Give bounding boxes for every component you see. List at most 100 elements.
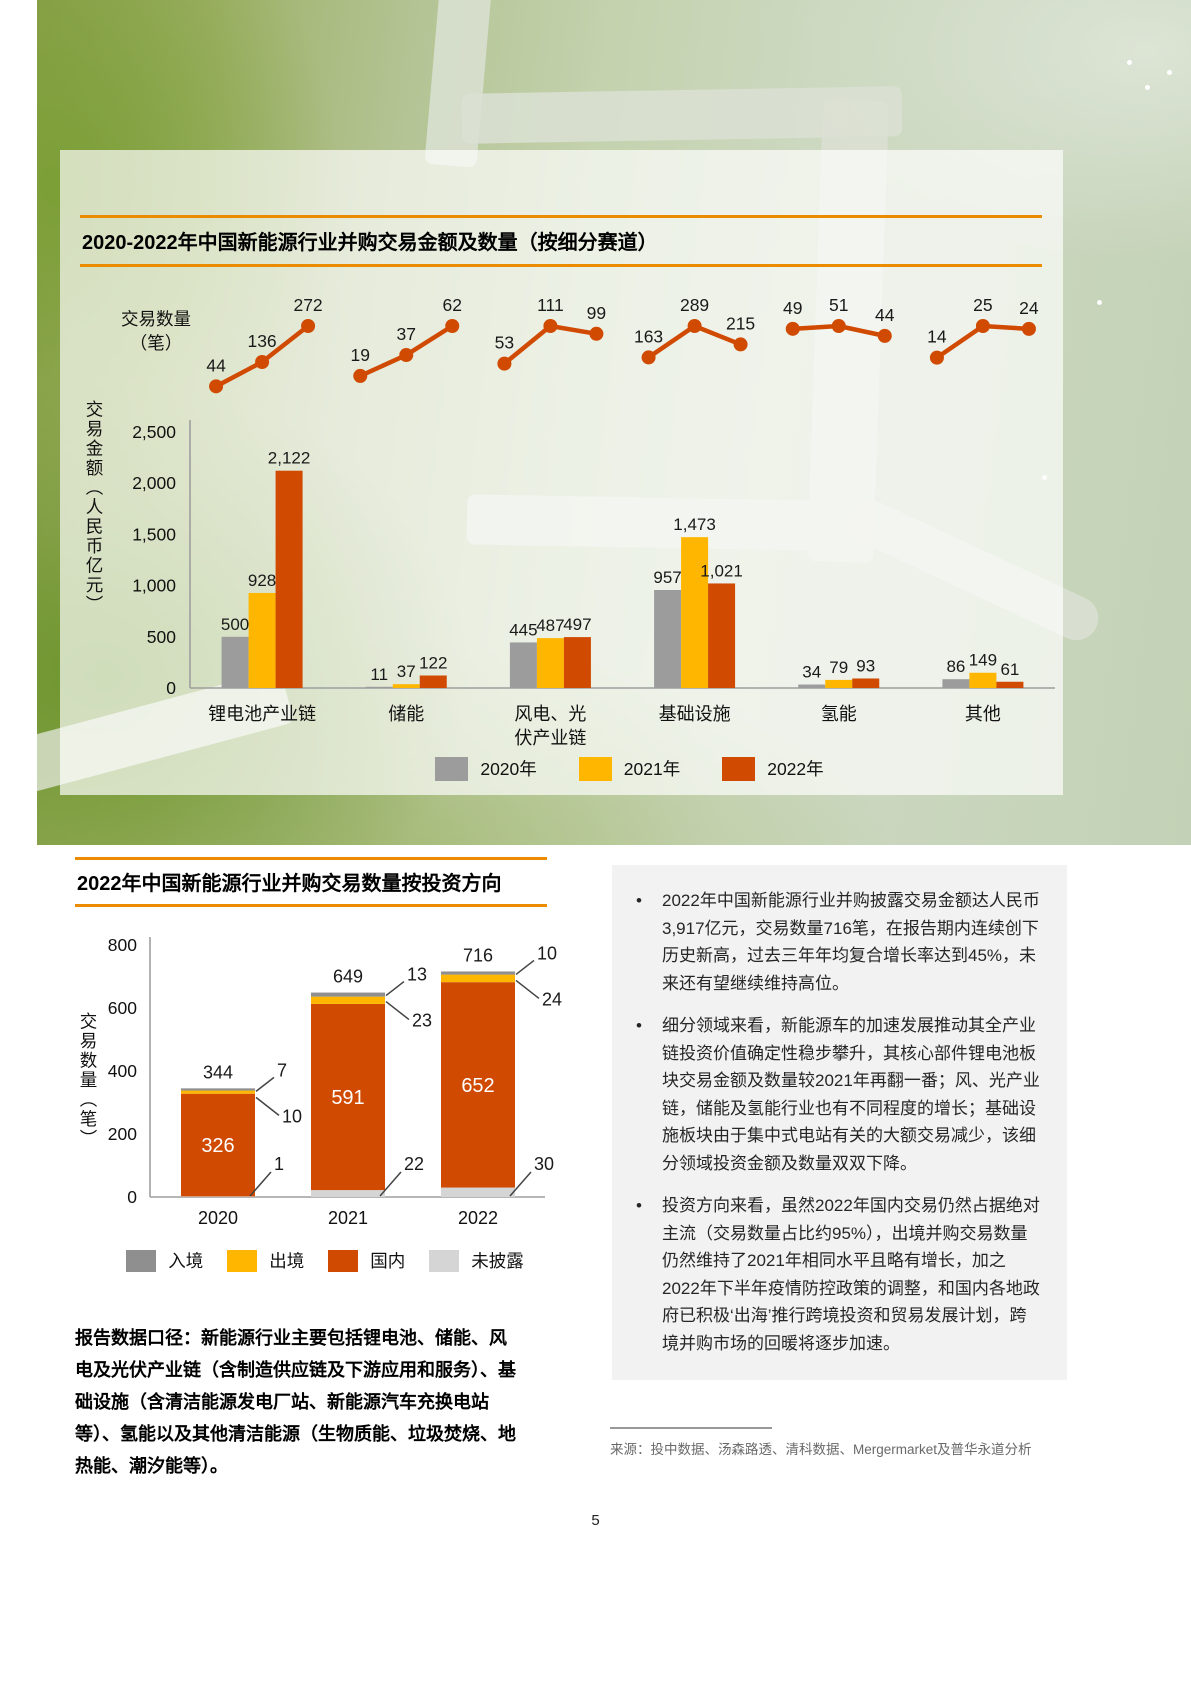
- title-rule-bottom: [80, 264, 1042, 267]
- stack-legend-swatch: [328, 1249, 359, 1272]
- stacked-chart-y-axis-label: 交易数量（笔）: [78, 1012, 98, 1149]
- bullet-text: 2022年中国新能源行业并购披露交易金额达人民币3,917亿元，交易数量716笔…: [662, 891, 1040, 993]
- deal-count-label: 289: [680, 295, 709, 315]
- y-axis-tick: 800: [108, 935, 137, 955]
- undisclosed-value-label: 22: [404, 1154, 424, 1174]
- bar-2020年: [221, 636, 249, 688]
- segment-入境: [311, 992, 385, 997]
- deal-count-point: [785, 321, 800, 336]
- bar-2020年: [365, 686, 393, 688]
- commentary-bullet: • 细分领域来看，新能源车的加速发展推动其全产业链投资价值确定性稳步攀升，其核心部…: [636, 1012, 1043, 1177]
- deal-count-point: [831, 319, 846, 333]
- commentary-bullet: • 投资方向来看，虽然2022年国内交易仍然占据绝对主流（交易数量占比约95%），…: [636, 1192, 1043, 1357]
- source-divider: [610, 1427, 772, 1429]
- stack-legend-item: 国内: [328, 1248, 405, 1273]
- deal-count-point: [399, 348, 414, 363]
- category-label: 储能: [388, 704, 424, 724]
- bar-2021年: [248, 592, 276, 688]
- bar-value-label: 122: [419, 654, 447, 673]
- combo-legend-item: 2020年: [435, 756, 537, 781]
- bar-axis-tick: 1,500: [132, 524, 176, 544]
- callout-line: [515, 979, 540, 1000]
- bar-2022年: [419, 675, 447, 688]
- deal-count-label: 25: [973, 295, 992, 315]
- line-axis-label-line2: （笔）: [129, 332, 183, 353]
- combo-legend-swatch: [722, 756, 756, 781]
- bar-2020年: [654, 590, 682, 688]
- bullet-marker: •: [636, 1016, 642, 1036]
- category-label: 2020: [198, 1208, 238, 1228]
- callout-line: [385, 980, 405, 997]
- combo-chart-legend: 2020年 2021年 2022年: [128, 756, 1131, 781]
- combo-legend-label: 2020年: [480, 759, 537, 779]
- segment-入境: [441, 971, 515, 975]
- inbound-value-label: 13: [407, 965, 427, 985]
- stacked-chart-legend: 入境 出境 国内 未披露: [75, 1248, 575, 1273]
- undisclosed-value-label: 30: [534, 1154, 554, 1174]
- bar-2020年: [942, 679, 970, 688]
- bar-value-label: 500: [221, 615, 249, 634]
- deal-count-point: [733, 337, 748, 352]
- deal-count-point: [877, 328, 892, 343]
- category-label: 2022: [458, 1208, 498, 1228]
- bar-value-label: 957: [653, 568, 681, 587]
- stack-legend-label: 国内: [370, 1251, 406, 1271]
- deal-count-point: [353, 368, 368, 383]
- stack-legend-swatch: [126, 1249, 157, 1272]
- deal-count-point: [589, 326, 604, 341]
- deal-count-point: [929, 350, 944, 365]
- bar-value-label: 11: [370, 665, 388, 684]
- bar-2022年: [996, 681, 1024, 688]
- deal-count-label: 44: [875, 305, 895, 325]
- bar-value-label: 61: [1000, 660, 1019, 679]
- stacked-chart: 0 200 400 600 800 344 326 7 10 1 2020 649 591 13 23 22 2…: [108, 935, 562, 1228]
- bar-value-label: 1,473: [673, 515, 716, 534]
- segment-入境: [181, 1088, 255, 1091]
- bar-2022年: [563, 637, 591, 688]
- deal-count-label: 99: [587, 303, 606, 323]
- segment-国内: [441, 982, 515, 1188]
- deal-count-label: 215: [726, 313, 755, 333]
- line-axis-label-line1: 交易数量: [121, 309, 191, 329]
- deal-count-point: [687, 319, 702, 333]
- bar-value-label: 34: [802, 663, 821, 682]
- combo-chart-title-block: 2020-2022年中国新能源行业并购交易金额及数量（按细分赛道）: [80, 215, 1042, 267]
- stack-legend-item: 入境: [126, 1248, 203, 1273]
- segment-国内: [181, 1093, 255, 1197]
- combo-legend-label: 2022年: [767, 759, 824, 779]
- source-note: 来源：投中数据、汤森路透、清科数据、Mergermarket及普华永道分析: [610, 1442, 1032, 1457]
- bar-axis-tick: 500: [147, 627, 176, 647]
- outbound-value-label: 10: [282, 1106, 302, 1126]
- category-label: 伏产业链: [514, 728, 586, 748]
- category-label: 风电、光: [514, 704, 586, 724]
- bar-2021年: [536, 638, 564, 688]
- combo-chart-panel: 2020-2022年中国新能源行业并购交易金额及数量（按细分赛道） 交易数量 （…: [60, 150, 1063, 795]
- segment-出境: [311, 996, 385, 1004]
- bar-axis-tick: 2,500: [132, 422, 176, 442]
- deal-count-label: 51: [829, 295, 848, 315]
- stack-legend-label: 未披露: [471, 1251, 524, 1271]
- bar-2022年: [708, 583, 736, 688]
- title-rule-top: [75, 857, 547, 860]
- total-label: 344: [203, 1062, 233, 1082]
- bar-value-label: 928: [248, 571, 276, 590]
- deal-count-label: 19: [351, 345, 370, 365]
- stack-legend-label: 入境: [168, 1251, 204, 1271]
- bar-value-label: 79: [829, 658, 848, 677]
- deal-count-label: 44: [206, 355, 226, 375]
- category-label: 锂电池产业链: [208, 704, 316, 724]
- total-label: 649: [333, 967, 363, 987]
- sheep-dots: [1127, 60, 1132, 65]
- inbound-value-label: 7: [277, 1060, 287, 1080]
- deal-count-label: 49: [783, 298, 802, 318]
- bar-value-label: 1,021: [700, 561, 743, 580]
- category-label: 2021: [328, 1208, 368, 1228]
- bullet-marker: •: [636, 891, 642, 910]
- y-axis-tick: 0: [127, 1187, 137, 1207]
- deal-count-point: [497, 356, 512, 371]
- deal-count-point: [975, 319, 990, 333]
- stack-legend-label: 出境: [269, 1251, 305, 1271]
- segment-未披露: [441, 1187, 515, 1197]
- deal-count-point: [209, 379, 224, 394]
